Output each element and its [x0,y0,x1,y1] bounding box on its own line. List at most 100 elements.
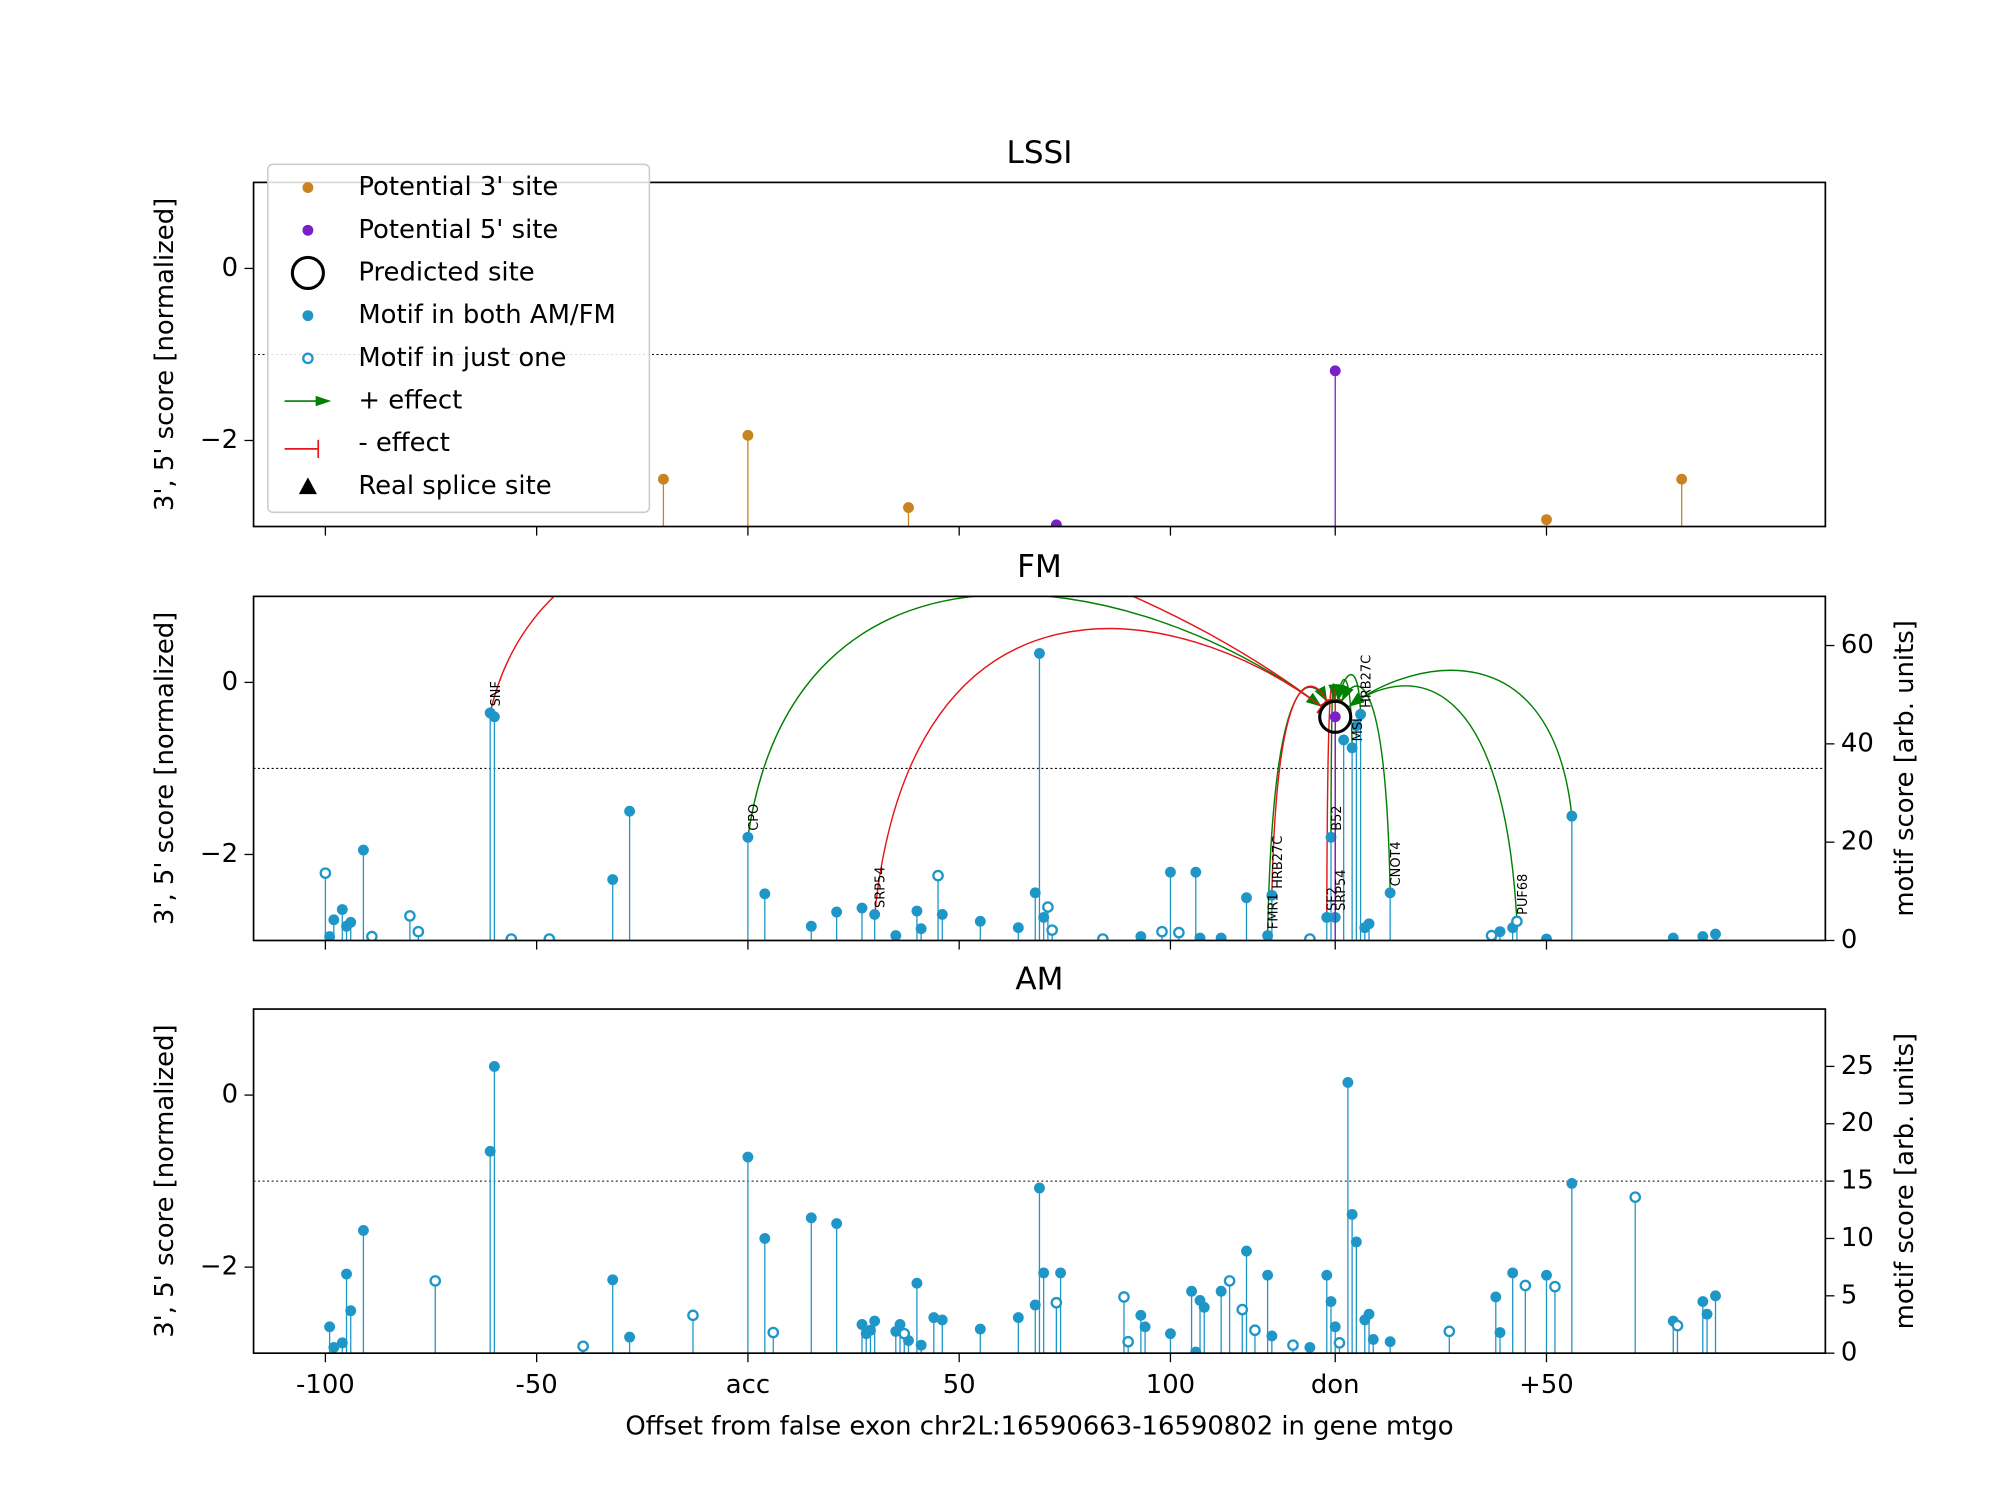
y2-tick-label: 15 [1841,1166,1874,1196]
motif-label: SRP54 [874,867,889,908]
hollow-point [1629,1191,1642,1203]
point [974,915,986,927]
point [1363,918,1375,930]
point [302,182,314,194]
point [488,711,500,723]
point [357,844,369,856]
hollow-point [1671,1319,1684,1332]
point [1346,1208,1358,1220]
motif-label: HRB27C [1360,655,1375,708]
effect-arrow [873,627,1323,915]
point [1262,930,1274,941]
point [1384,1336,1396,1348]
point [624,805,636,817]
hollow-point [302,352,314,365]
motif-label: B52 [1330,805,1345,830]
point [759,1233,771,1244]
point [915,923,927,935]
point [1190,866,1202,878]
x-tick-label: don [1311,1370,1360,1400]
point [357,1225,369,1236]
point [1325,1296,1337,1307]
point [1321,911,1333,923]
y2-tick-label: 20 [1841,1108,1874,1138]
point [1321,1269,1333,1281]
y-tick-label: 0 [222,1080,238,1110]
x-tick-label: 50 [943,1370,976,1400]
x-tick-label: acc [726,1370,770,1400]
hollow-point [1485,929,1498,941]
y-tick-label: 0 [222,667,238,697]
point [1029,1299,1041,1311]
x-tick-label: -50 [516,1370,558,1400]
effect-arrow [747,596,1323,838]
plot-area [253,596,1826,941]
point [1135,1309,1147,1321]
point [1034,647,1045,659]
point [1241,892,1252,904]
point [1350,720,1362,732]
legend-label: Real splice site [358,471,551,501]
y2-axis-label: motif score [arb. units] [1890,620,1920,916]
y2-tick-label: 10 [1841,1223,1874,1253]
point [1701,1308,1713,1320]
legend-label: - effect [358,428,450,458]
plot-area [253,353,1826,527]
hollow-point [429,1275,442,1287]
panel-title: FM [1017,549,1062,585]
point [869,1315,881,1327]
arrow-head [1342,684,1354,702]
point [1186,1285,1197,1297]
point [1304,1342,1316,1353]
point [1266,889,1278,901]
point [759,888,771,900]
point [624,1331,636,1343]
point [1194,932,1206,941]
axes-frame [252,181,1827,528]
legend-label: + effect [358,386,462,416]
hollow-point [1097,933,1109,941]
point [865,1324,876,1336]
motif-label: HRB27C [1271,836,1286,889]
point [1329,1321,1341,1333]
point [856,902,868,914]
hollow-point [505,933,518,941]
hollow-point [1046,924,1058,936]
hollow-point [898,1327,911,1340]
y2-axis-label: motif score [arb. units] [1890,1033,1920,1329]
point [1541,1269,1552,1281]
x-tick-label: +50 [1519,1370,1574,1400]
point [1541,514,1552,526]
point [1055,1267,1067,1279]
point [1667,932,1679,941]
point [336,1337,348,1349]
hollow-point [319,867,332,879]
hollow-point [767,1326,780,1339]
point [607,874,619,885]
x-axis-label: Offset from false exon chr2L:16590663-16… [625,1411,1453,1441]
triangle [298,477,317,495]
motif-label: FMR1 [1267,893,1282,929]
point [1342,1077,1354,1088]
point [1215,932,1227,941]
hollow-point [1223,1275,1236,1287]
y-axis-label: 3', 5' score [normalized] [150,1024,180,1337]
point [1029,887,1041,899]
hollow-point [412,925,425,938]
motif-label: MSI [1351,718,1366,741]
legend-label: Potential 5' site [358,215,558,245]
hollow-point [932,869,944,882]
y2-tick-label: 60 [1841,630,1874,660]
point [911,1277,923,1289]
point [1215,1285,1227,1297]
point [324,931,336,941]
point [336,904,348,915]
y-tick-label: −2 [200,839,238,869]
motif-label: SRP54 [1334,869,1349,910]
y-tick-label: −2 [200,1252,238,1282]
point [1038,911,1050,923]
point [1034,1182,1045,1194]
point [1190,1346,1202,1354]
